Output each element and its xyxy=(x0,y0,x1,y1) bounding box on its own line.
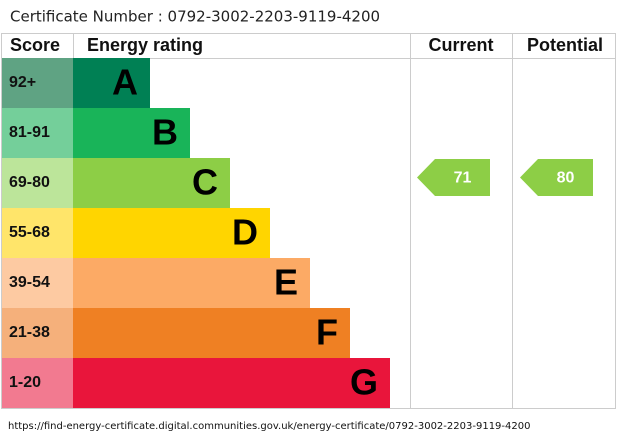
score-range: 21-38 xyxy=(9,324,50,341)
score-range: 39-54 xyxy=(9,274,50,291)
certificate-url: https://find-energy-certificate.digital.… xyxy=(8,421,530,432)
potential-header: Potential xyxy=(527,35,603,55)
rating-bar xyxy=(73,158,230,208)
score-cell xyxy=(2,58,73,108)
score-range: 1-20 xyxy=(9,374,41,391)
rating-bar xyxy=(73,258,310,308)
rating-bar xyxy=(73,308,350,358)
score-range: 69-80 xyxy=(9,174,50,191)
potential-arrow xyxy=(520,159,593,196)
current-arrow xyxy=(417,159,490,196)
rating-letter: A xyxy=(112,62,138,103)
score-cell xyxy=(2,208,73,258)
rating-bar xyxy=(73,208,270,258)
rating-letter: F xyxy=(316,312,338,353)
score-range: 81-91 xyxy=(9,124,50,141)
rating-letter: C xyxy=(192,162,218,203)
certificate-number: Certificate Number : 0792-3002-2203-9119… xyxy=(10,8,380,26)
rating-letter: G xyxy=(350,362,378,403)
rating-letter: B xyxy=(152,112,178,153)
rating-bar xyxy=(73,358,390,408)
rating-letter: E xyxy=(274,262,298,303)
score-range: 55-68 xyxy=(9,224,50,241)
potential-score: 80 xyxy=(557,170,575,187)
score-header: Score xyxy=(10,35,60,55)
rating-bar xyxy=(73,108,190,158)
score-cell xyxy=(2,258,73,308)
score-cell xyxy=(2,158,73,208)
rating-header: Energy rating xyxy=(87,35,203,55)
current-header: Current xyxy=(428,35,493,55)
current-score: 71 xyxy=(454,170,472,187)
score-cell xyxy=(2,308,73,358)
score-range: 92+ xyxy=(9,74,36,91)
score-cell xyxy=(2,108,73,158)
score-cell xyxy=(2,358,73,408)
rating-bar xyxy=(73,58,150,108)
rating-letter: D xyxy=(232,212,258,253)
grid xyxy=(1,33,616,409)
